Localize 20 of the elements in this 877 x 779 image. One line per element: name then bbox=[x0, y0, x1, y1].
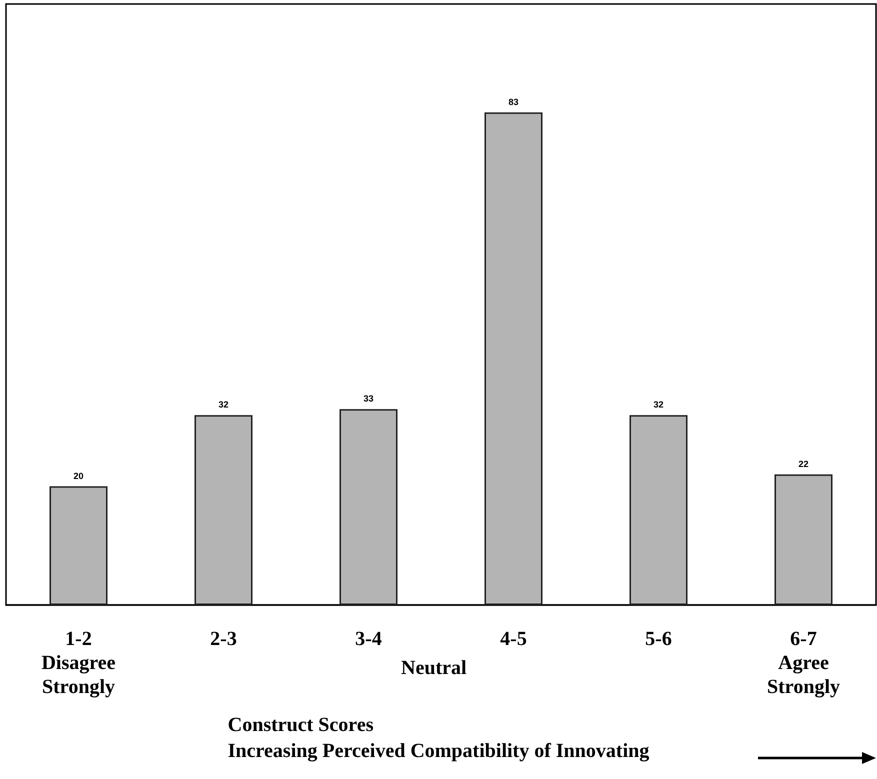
data-label: 32 bbox=[218, 400, 229, 410]
data-label: 83 bbox=[508, 96, 519, 107]
data-label: 20 bbox=[73, 470, 84, 481]
bar bbox=[50, 486, 108, 605]
x-tick-label: 4-5 bbox=[500, 628, 527, 650]
data-label: 33 bbox=[363, 394, 374, 404]
bar bbox=[630, 415, 688, 605]
bar bbox=[484, 112, 542, 605]
x-tick-label: 5-6 bbox=[645, 628, 672, 650]
x-axis-title: Construct Scores Increasing Perceived Compatibility of Innovating bbox=[228, 714, 650, 762]
x-tick-label: 1-2 Disagree Strongly bbox=[41, 628, 116, 698]
bar bbox=[774, 474, 832, 605]
bar bbox=[340, 409, 398, 605]
text: Neutral bbox=[401, 657, 467, 679]
x-tick-label: 2-3 bbox=[210, 628, 237, 650]
x-tick-label: 6-7 Agree Strongly bbox=[767, 628, 840, 698]
bar bbox=[194, 415, 252, 605]
x-tick-label: 3-4 bbox=[355, 628, 382, 650]
data-label: 22 bbox=[798, 458, 809, 469]
data-label: 32 bbox=[653, 400, 664, 410]
